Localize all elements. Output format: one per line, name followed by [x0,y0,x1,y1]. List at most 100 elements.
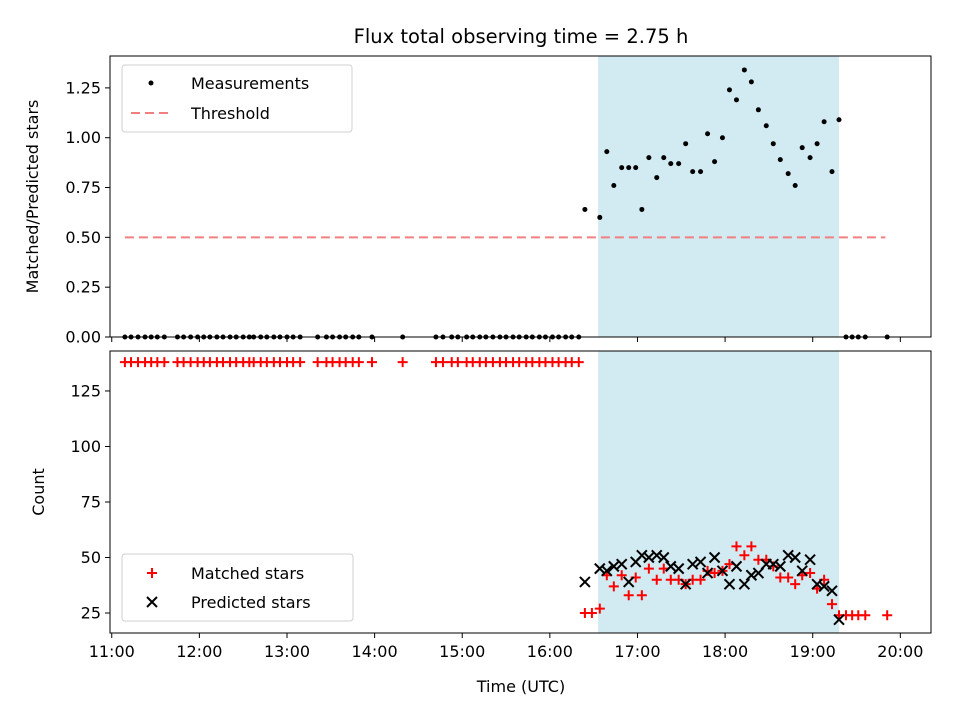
legend-measurements-label: Measurements [191,74,309,93]
legend-box [121,64,353,133]
measurement-point [733,97,739,103]
x-tick-label: 19:00 [790,642,836,661]
predicted-star-point [826,585,838,597]
predicted-star-point [636,549,648,561]
matched-star-point [746,541,757,552]
observing-window-band [598,351,839,633]
measurement-point [683,141,689,147]
predicted-star-point [767,558,779,570]
predicted-star-point [623,576,635,588]
measurement-point [785,171,791,177]
matched-star-point [651,574,662,585]
y-tick-label: 75 [81,492,101,511]
measurement-point [829,169,835,175]
matched-star-point [312,357,323,368]
measurement-point [597,214,603,220]
y-tick-label: 0.00 [65,328,101,347]
measurement-point [770,141,776,147]
measurement-point [668,161,674,167]
predicted-star-point [738,578,751,590]
measurement-point [582,206,588,212]
matched-star-point [860,610,871,621]
predicted-star-point [818,580,830,593]
y-tick-label: 125 [70,381,101,400]
predicted-star-point [811,578,823,590]
predicted-star-point [789,551,801,564]
legend-matched-marker [147,568,157,578]
measurement-point [726,87,732,93]
y-tick-label: 0.50 [65,228,101,247]
matched-star-point [594,603,605,614]
matched-star-point [452,357,463,368]
matched-star-point [709,568,720,579]
matched-star-point [724,559,735,570]
matched-star-point [826,599,837,610]
measurement-point [821,119,827,125]
measurement-point [741,67,747,73]
measurement-point [676,161,682,167]
measurement-point [705,131,711,137]
measurement-point [719,135,725,141]
matched-star-point [695,574,706,585]
measurement-point [807,155,813,161]
predicted-star-point [708,551,721,564]
predicted-star-point [672,562,685,575]
ratio-panel: 0.00 0.25 0.50 0.75 1.00 1.25 Matched/Predicte… [23,55,932,347]
measurement-point [619,165,625,171]
y-tick-label: 100 [70,437,101,456]
legend-box [121,553,354,622]
measurement-point [690,169,696,175]
matched-star-point [658,563,669,574]
matched-star-point [739,550,750,561]
measurement-point [633,165,639,171]
predicted-star-point [615,558,628,570]
x-tick-label: 13:00 [264,642,310,661]
x-tick-label: 20:00 [877,642,923,661]
matched-star-point [783,572,794,583]
predicted-star-point [723,578,736,590]
x-tick-label: 18:00 [702,642,748,661]
y-tick-label: 1.00 [65,128,101,147]
predicted-star-point [665,560,677,573]
matched-star-point [731,541,742,552]
matched-star-point [643,563,654,574]
y-tick-label: 1.25 [65,78,101,97]
y-tick-label: 0.75 [65,178,101,197]
predicted-star-point [686,558,699,570]
predicted-star-point [701,567,714,579]
predicted-star-point [694,556,707,568]
predicted-star-point [833,613,845,626]
matched-star-point [636,590,647,601]
measurement-point [654,175,660,181]
measurement-point [836,117,842,123]
measurement-point [763,123,769,129]
predicted-star-point [782,549,794,561]
matched-star-point [159,357,170,368]
predicted-star-point [579,576,591,588]
measurement-point [777,157,783,163]
predicted-star-point [774,560,787,573]
matched-star-point [790,579,801,590]
axes-frame [109,350,932,634]
legend-predicted-marker [146,596,158,608]
x-tick-label: 17:00 [614,642,660,661]
measurement-point [698,169,704,175]
x-tick-label: 15:00 [439,642,485,661]
measurement-point [712,159,718,165]
legend-matched-label: Matched stars [191,564,304,583]
predicted-star-point [651,549,663,561]
observing-window-band [598,56,839,337]
y-tick-label: 50 [81,548,101,567]
measurement-point [661,155,667,161]
matched-star-point [608,581,619,592]
matched-star-point [586,608,597,619]
matched-star-point [353,357,364,368]
legend-threshold-label: Threshold [190,104,270,123]
chart-title: Flux total observing time = 2.75 h [354,25,689,48]
measurement-point [611,183,617,189]
y-tick-label: 0.25 [65,278,101,297]
matched-star-point [366,357,377,368]
x-tick-label: 12:00 [176,642,222,661]
measurement-point [748,79,754,85]
